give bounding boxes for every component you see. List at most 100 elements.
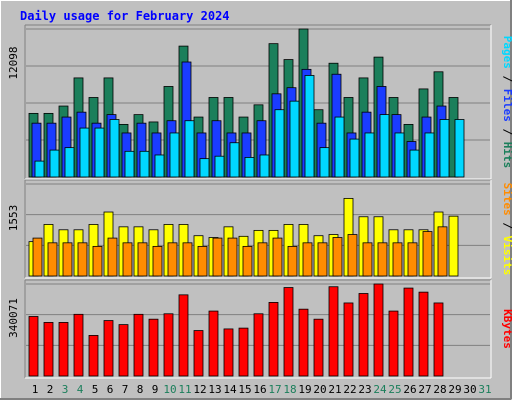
bar-sites	[32, 237, 43, 277]
bar-pages	[139, 150, 150, 178]
bar-sites	[407, 242, 418, 277]
bar-kbytes	[283, 287, 294, 377]
x-tick-label: 21	[328, 383, 341, 396]
bar-kbytes	[133, 313, 144, 377]
y-tick-label: 340071	[7, 298, 20, 338]
bar-kbytes	[373, 283, 384, 377]
bar-kbytes	[433, 302, 444, 377]
bar-kbytes	[313, 318, 324, 377]
bar-pages	[409, 149, 420, 178]
x-tick-label: 8	[137, 383, 144, 396]
legend-part: /	[501, 216, 512, 236]
bar-sites	[182, 242, 193, 277]
bar-pages	[154, 154, 165, 178]
bar-pages	[49, 149, 60, 178]
bar-kbytes	[388, 310, 399, 377]
bar-sites	[272, 237, 283, 277]
bar-kbytes	[343, 302, 354, 377]
bar-pages	[274, 109, 285, 178]
bar-pages	[214, 155, 225, 178]
x-tick-label: 23	[358, 383, 371, 396]
bar-pages	[64, 147, 75, 178]
bar-kbytes	[298, 308, 309, 377]
x-tick-label: 29	[448, 383, 461, 396]
x-tick-label: 6	[107, 383, 114, 396]
x-tick-label: 28	[433, 383, 446, 396]
x-tick-label: 25	[388, 383, 401, 396]
bar-kbytes	[223, 328, 234, 377]
x-tick-label: 7	[122, 383, 129, 396]
panels: 12098 Pages / Files / Hits 1553 Sites / Vis…	[7, 24, 512, 379]
bar-pages	[259, 154, 270, 178]
x-tick-label: 5	[92, 383, 99, 396]
bar-kbytes	[208, 310, 219, 377]
bar-kbytes	[118, 324, 129, 377]
bar-kbytes	[403, 287, 414, 377]
x-tick-label: 16	[253, 383, 266, 396]
bar-sites	[302, 242, 313, 277]
bar-kbytes	[193, 330, 204, 377]
x-tick-label: 12	[193, 383, 206, 396]
bar-sites	[422, 231, 433, 277]
bar-sites	[212, 237, 223, 277]
bar-pages	[364, 132, 375, 178]
legend-part: /	[501, 122, 512, 142]
panel-top: 12098 Pages / Files / Hits	[7, 24, 512, 180]
bar-sites	[92, 245, 103, 277]
bar-kbytes	[358, 293, 369, 377]
bar-pages	[439, 119, 450, 178]
bar-pages	[94, 127, 105, 178]
bar-sites	[362, 242, 373, 277]
x-tick-label: 1	[32, 383, 39, 396]
y-tick-label: 1553	[7, 205, 20, 232]
bar-sites	[332, 237, 343, 277]
bar-pages	[244, 157, 255, 178]
bar-kbytes	[58, 322, 69, 377]
legend-part: Visits	[501, 236, 512, 276]
legend-part: Sites	[501, 183, 512, 216]
bar-pages	[454, 119, 465, 178]
bar-sites	[347, 234, 358, 277]
x-tick-label: 24	[373, 383, 387, 396]
bar-sites	[152, 245, 163, 277]
bar-kbytes	[163, 313, 174, 377]
bar-pages	[289, 100, 300, 178]
y-tick-label: 12098	[7, 46, 20, 79]
x-tick-label: 30	[463, 383, 476, 396]
bar-kbytes	[73, 313, 84, 377]
x-tick-label: 10	[163, 383, 176, 396]
bar-kbytes	[178, 294, 189, 377]
right-legend-label: KBytes	[501, 309, 512, 349]
bar-kbytes	[238, 327, 249, 377]
bar-kbytes	[88, 335, 99, 377]
bar-pages	[109, 119, 120, 178]
bar-kbytes	[28, 316, 39, 377]
bar-pages	[34, 160, 45, 178]
bar-sites	[392, 242, 403, 277]
bar-pages	[169, 132, 180, 178]
x-tick-label: 11	[178, 383, 191, 396]
bar-kbytes	[418, 291, 429, 377]
bar-sites	[197, 245, 208, 277]
x-tick-label: 13	[208, 383, 221, 396]
bar-pages	[229, 142, 240, 178]
x-tick-label: 18	[283, 383, 296, 396]
bar-kbytes	[43, 322, 54, 377]
x-tick-label: 19	[298, 383, 311, 396]
bar-pages	[184, 120, 195, 178]
bar-kbytes	[103, 320, 114, 377]
bar-kbytes	[268, 302, 279, 377]
bar-pages	[79, 127, 90, 178]
legend-part: Pages	[501, 36, 512, 69]
bar-pages	[349, 138, 360, 178]
bar-pages	[124, 150, 135, 178]
bar-sites	[47, 242, 58, 277]
legend-part: /	[501, 69, 512, 89]
bar-kbytes	[148, 318, 159, 377]
bar-kbytes	[328, 286, 339, 377]
bar-kbytes	[253, 313, 264, 377]
x-tick-label: 3	[62, 383, 69, 396]
x-tick-label: 9	[152, 383, 159, 396]
bar-pages	[199, 158, 210, 178]
